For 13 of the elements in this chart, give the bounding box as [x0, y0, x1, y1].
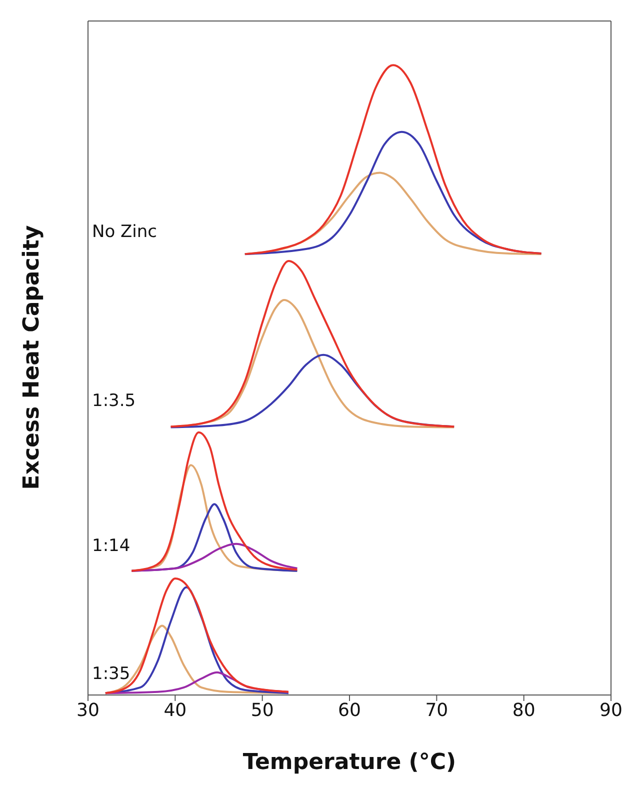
y-axis-title: Excess Heat Capacity [20, 225, 45, 490]
x-axis-title: Temperature (°C) [242, 750, 456, 775]
x-tick-label: 60 [338, 700, 361, 721]
x-tick-label: 80 [512, 700, 536, 721]
x-tick-label: 40 [164, 700, 187, 721]
annotation: 1:3.5 [92, 390, 136, 411]
x-tick-label: 90 [600, 700, 622, 721]
annotation: 1:35 [92, 664, 130, 684]
x-tick-label: 50 [250, 700, 274, 721]
annotation: 1:14 [92, 536, 130, 556]
annotation: No Zinc [92, 222, 158, 242]
x-tick-label: 30 [76, 700, 100, 721]
x-tick-label: 70 [425, 700, 448, 721]
